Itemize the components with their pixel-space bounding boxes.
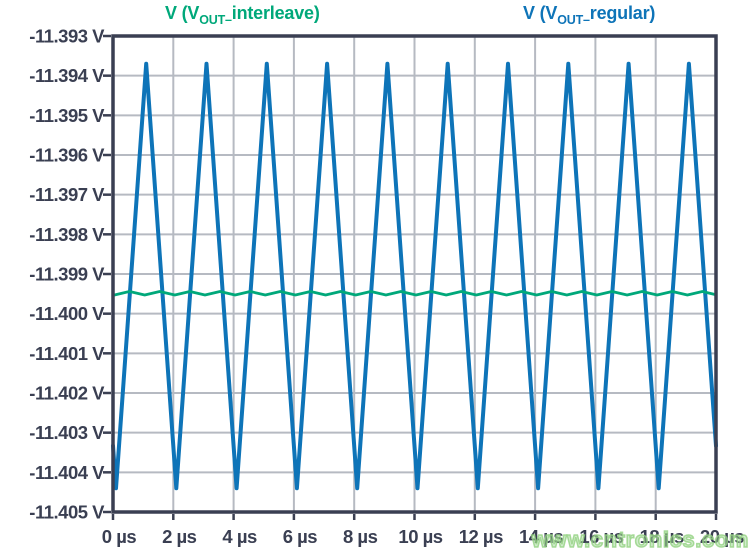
y-axis-label: -11.394 V	[29, 65, 105, 86]
x-axis-label: 20 µs	[700, 526, 744, 547]
legend-regular-prefix: V (V	[523, 3, 558, 23]
y-axis-label: -11.396 V	[29, 145, 105, 166]
x-axis-label: 18 µs	[640, 526, 684, 547]
watermark: www.cntronics.com	[531, 526, 749, 553]
legend-interleave: V (VOUT–interleave)	[165, 3, 320, 27]
y-axis-label: -11.395 V	[29, 105, 105, 126]
legend-regular-suffix: regular)	[589, 3, 656, 23]
x-axis-label: 4 µs	[222, 526, 257, 547]
x-axis-label: 10 µs	[398, 526, 442, 547]
series-interleave	[111, 290, 718, 297]
legend-interleave-prefix: V (V	[165, 3, 200, 23]
y-axis-label: -11.405 V	[29, 502, 105, 523]
y-axis-labels: -11.393 V -11.394 V -11.395 V -11.396 V -11.…	[29, 26, 105, 523]
x-axis-label: 12 µs	[459, 526, 503, 547]
x-axis-label: 8 µs	[343, 526, 378, 547]
series-regular	[111, 61, 718, 491]
y-axis-label: -11.399 V	[29, 264, 105, 285]
legend-interleave-suffix: interleave)	[231, 3, 320, 23]
y-axis-label: -11.397 V	[29, 184, 105, 205]
x-axis-label: 16 µs	[579, 526, 623, 547]
y-axis-label: -11.400 V	[29, 303, 105, 324]
legend-interleave-subscript: OUT–	[199, 13, 232, 27]
legend-regular-subscript: OUT–	[557, 13, 590, 27]
x-axis-label: 6 µs	[283, 526, 318, 547]
x-axis-label: 14 µs	[519, 526, 563, 547]
plot-border	[111, 34, 718, 514]
y-axis-label: -11.401 V	[29, 343, 105, 364]
series-lines	[111, 61, 718, 491]
y-axis-label: -11.404 V	[29, 462, 105, 483]
y-axis-label: -11.398 V	[29, 224, 105, 245]
legend-regular: V (VOUT–regular)	[523, 3, 656, 27]
x-axis-labels: 0 µs 2 µs 4 µs 6 µs 8 µs 10 µs 12 µs 14 µs 16 µs…	[102, 526, 745, 547]
y-axis-label: -11.402 V	[29, 383, 105, 404]
y-axis-label: -11.403 V	[29, 422, 105, 443]
x-axis-label: 0 µs	[102, 526, 137, 547]
y-axis-label: -11.393 V	[29, 26, 105, 47]
plot-frame	[111, 34, 718, 514]
x-axis-label: 2 µs	[162, 526, 197, 547]
